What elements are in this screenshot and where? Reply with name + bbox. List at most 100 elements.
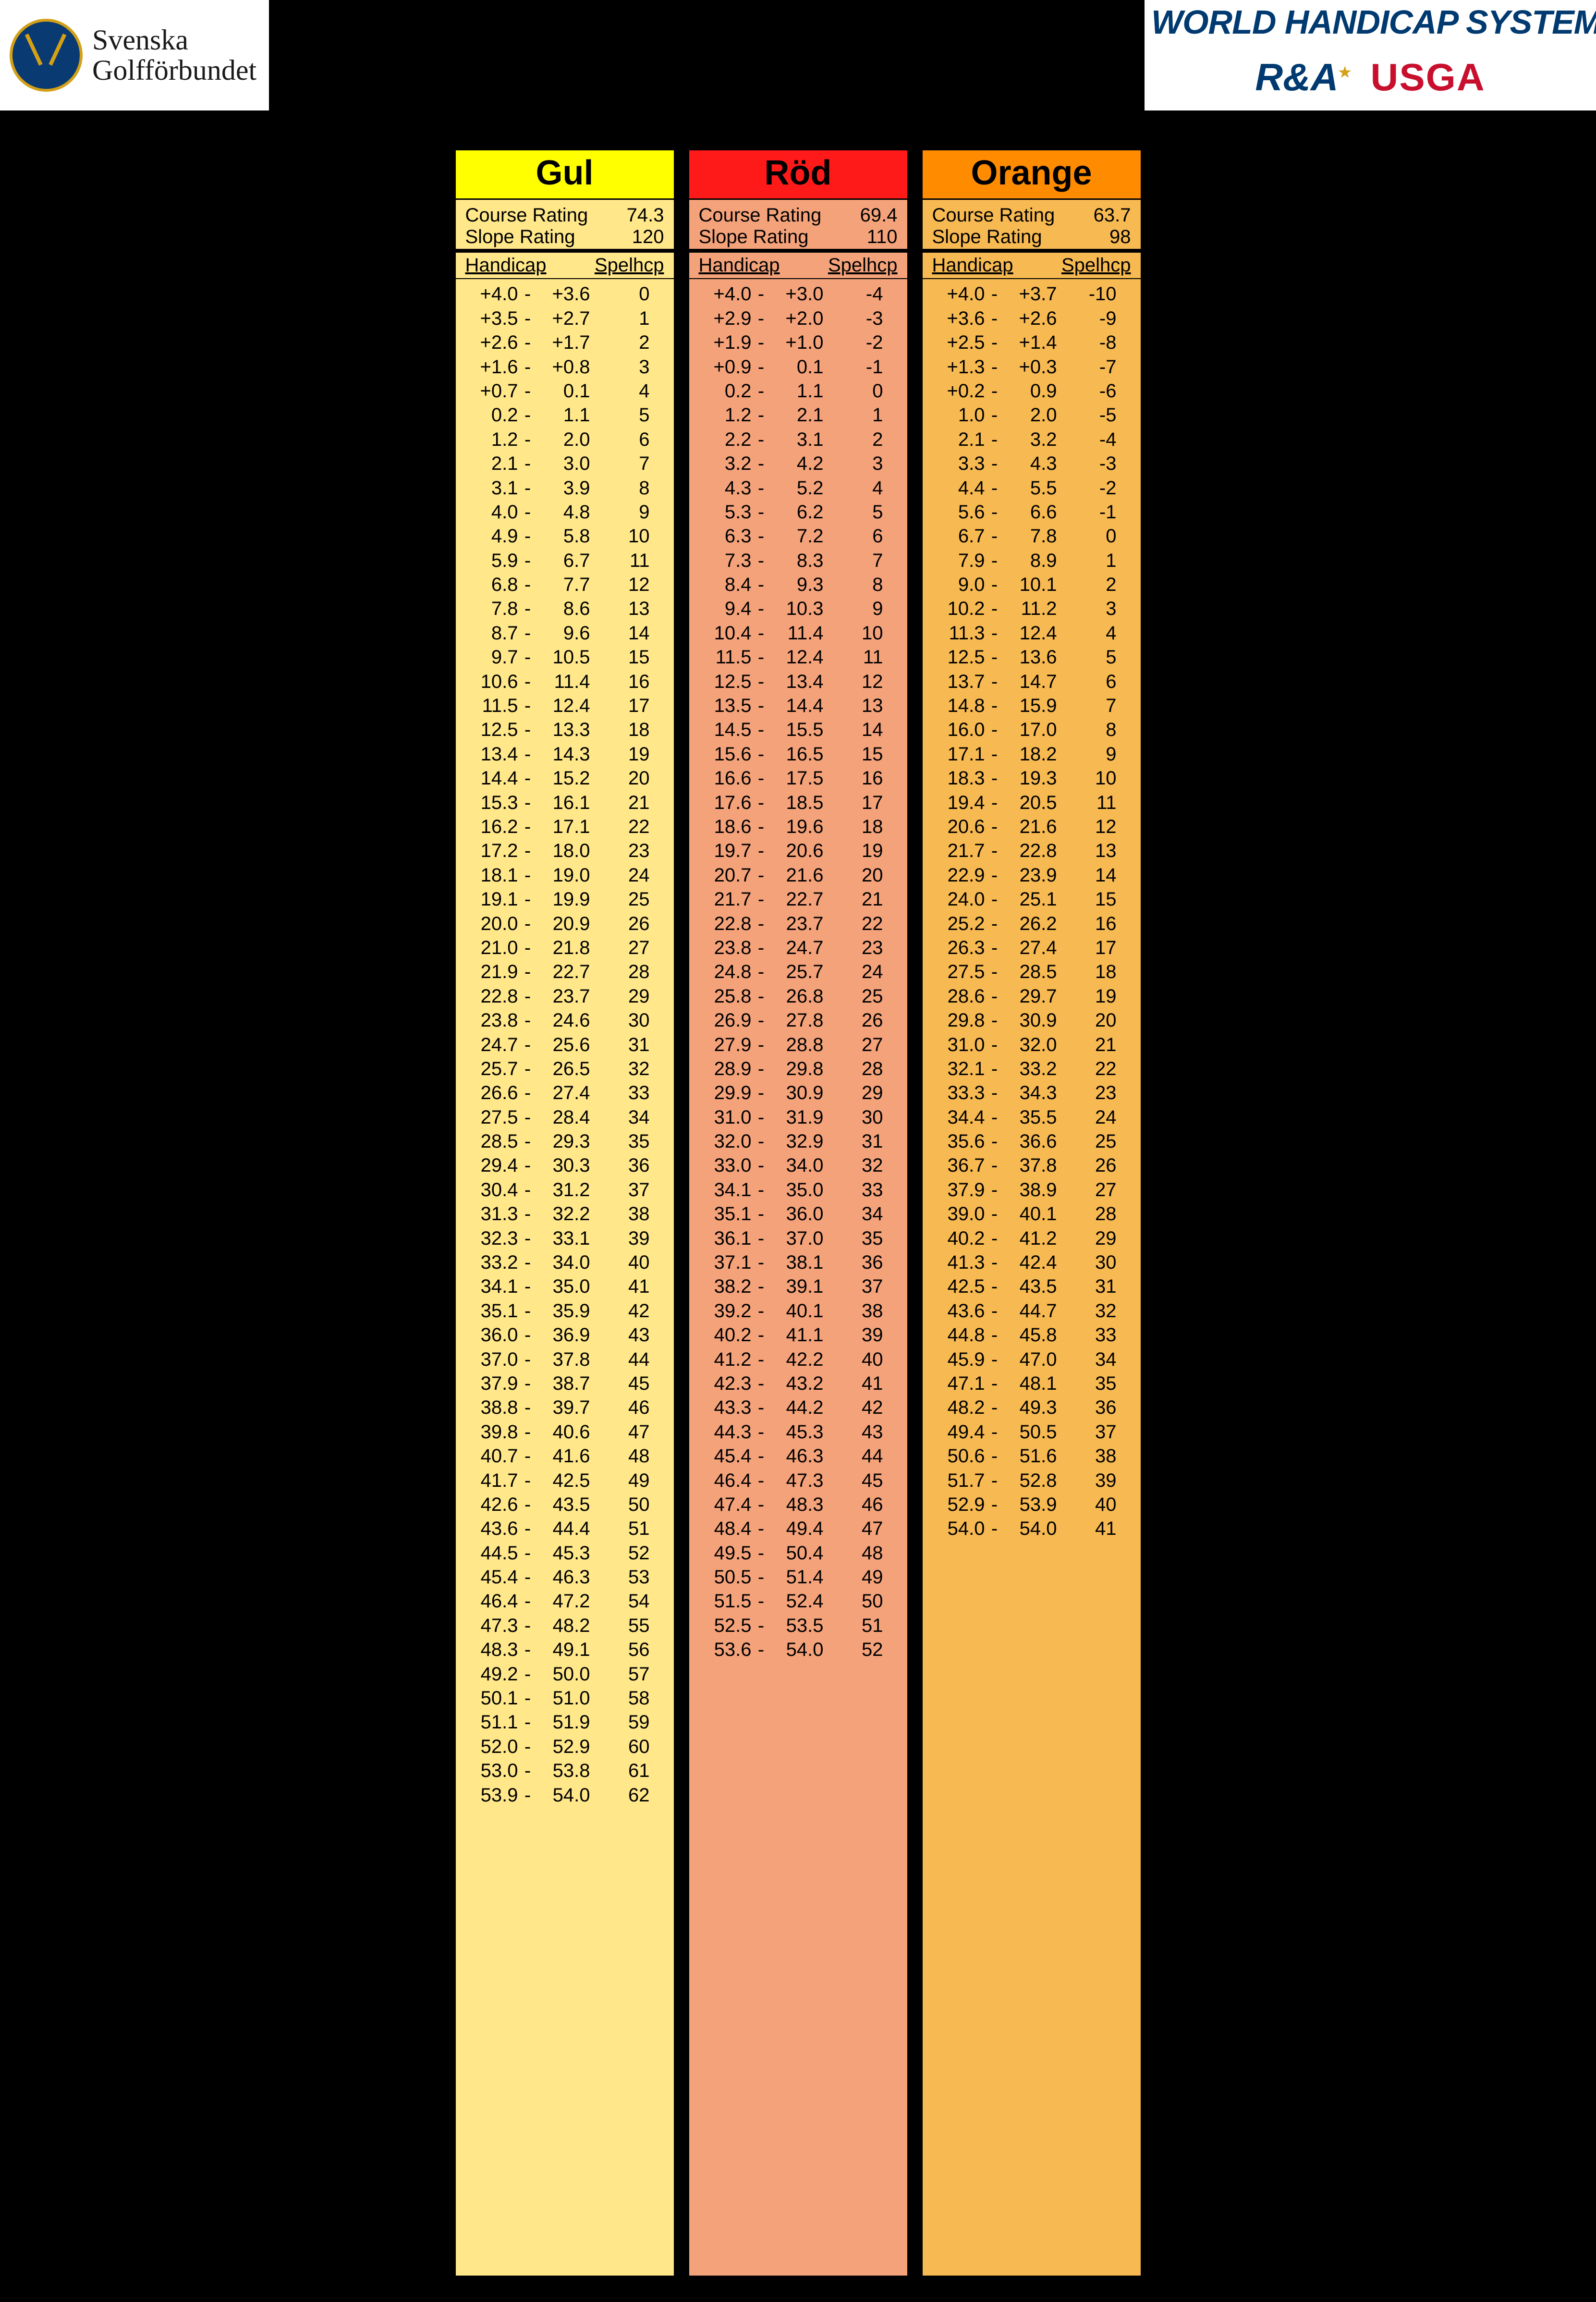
handicap-row: 24.8 - 25.7 24 <box>699 960 898 984</box>
spelhcp: 59 <box>590 1710 664 1734</box>
spelhcp: 9 <box>590 500 664 524</box>
hcp-hi: 40.6 <box>537 1420 590 1444</box>
hcp-dash: - <box>752 1299 771 1323</box>
handicap-row: 24.0 - 25.1 15 <box>932 887 1131 911</box>
hcp-lo: 18.1 <box>465 863 518 887</box>
hcp-hi: 20.6 <box>771 839 824 863</box>
spelhcp: 4 <box>824 476 898 500</box>
hcp-dash: - <box>518 1274 537 1298</box>
hcp-dash: - <box>752 1129 771 1153</box>
handicap-row: 43.6 - 44.4 51 <box>465 1517 664 1541</box>
handicap-row: 49.2 - 50.0 57 <box>465 1662 664 1686</box>
hcp-dash: - <box>518 1469 537 1493</box>
hcp-hi: 28.8 <box>771 1033 824 1057</box>
handicap-row: 47.3 - 48.2 55 <box>465 1614 664 1638</box>
spelhcp: 1 <box>590 306 664 331</box>
handicap-row: 26.6 - 27.4 33 <box>465 1081 664 1105</box>
hcp-dash: - <box>985 1299 1004 1323</box>
hcp-dash: - <box>518 452 537 476</box>
hcp-hi: 20.5 <box>1004 791 1057 815</box>
hcp-lo: 1.0 <box>932 403 985 427</box>
handicap-row: 22.8 - 23.7 29 <box>465 984 664 1008</box>
hcp-hi: 23.9 <box>1004 863 1057 887</box>
spelhcp: 29 <box>824 1081 898 1105</box>
hcp-lo: 3.3 <box>932 452 985 476</box>
hcp-dash: - <box>518 1638 537 1662</box>
handicap-row: 54.0 - 54.0 41 <box>932 1517 1131 1541</box>
spelhcp: 10 <box>824 621 898 645</box>
hcp-lo: 4.9 <box>465 524 518 548</box>
hcp-dash: - <box>518 1178 537 1202</box>
hcp-hi: 0.9 <box>1004 379 1057 403</box>
hcp-dash: - <box>752 379 771 403</box>
handicap-row: 4.3 - 5.2 4 <box>699 476 898 500</box>
hcp-lo: 27.5 <box>932 960 985 984</box>
hcp-hi: 16.5 <box>771 742 824 766</box>
hcp-dash: - <box>752 1081 771 1105</box>
hcp-dash: - <box>518 863 537 887</box>
spelhcp: 32 <box>1057 1299 1131 1323</box>
hcp-dash: - <box>985 645 1004 669</box>
hcp-lo: 43.6 <box>465 1517 518 1541</box>
hcp-lo: 52.0 <box>465 1735 518 1759</box>
hcp-hi: 47.2 <box>537 1589 590 1613</box>
spelhcp: 25 <box>1057 1129 1131 1153</box>
spelhcp: 22 <box>1057 1057 1131 1081</box>
spelhcp: -4 <box>1057 428 1131 452</box>
columns-container: Gul Course Rating 74.3 Slope Rating 120 … <box>454 149 1142 2277</box>
handicap-row: 32.0 - 32.9 31 <box>699 1129 898 1153</box>
course-rating-value: 63.7 <box>1094 205 1131 226</box>
handicap-row: +2.6 - +1.7 2 <box>465 331 664 355</box>
hcp-lo: 5.3 <box>699 500 752 524</box>
hcp-hi: 23.7 <box>537 984 590 1008</box>
hcp-lo: 32.3 <box>465 1226 518 1250</box>
spelhcp: 60 <box>590 1735 664 1759</box>
hcp-hi: 35.9 <box>537 1299 590 1323</box>
handicap-row: 23.8 - 24.6 30 <box>465 1008 664 1032</box>
spelhcp: 36 <box>590 1153 664 1177</box>
hcp-lo: 3.1 <box>465 476 518 500</box>
handicap-row: 52.9 - 53.9 40 <box>932 1493 1131 1517</box>
hcp-dash: - <box>985 403 1004 427</box>
handicap-row: +1.3 - +0.3 -7 <box>932 355 1131 379</box>
hcp-lo: 44.8 <box>932 1323 985 1347</box>
hcp-lo: 45.4 <box>699 1444 752 1468</box>
hcp-hi: 13.4 <box>771 670 824 694</box>
hcp-dash: - <box>752 1638 771 1662</box>
hcp-lo: 35.1 <box>465 1299 518 1323</box>
hcp-hi: 31.9 <box>771 1105 824 1129</box>
spelhcp: 43 <box>590 1323 664 1347</box>
hcp-lo: 47.1 <box>932 1371 985 1396</box>
handicap-row: 14.8 - 15.9 7 <box>932 694 1131 718</box>
spelhcp: 37 <box>824 1274 898 1298</box>
hcp-hi: +1.0 <box>771 331 824 355</box>
hcp-dash: - <box>985 742 1004 766</box>
spelhcp: 46 <box>824 1493 898 1517</box>
hcp-hi: 15.9 <box>1004 694 1057 718</box>
hcp-dash: - <box>752 1444 771 1468</box>
hcp-dash: - <box>985 524 1004 548</box>
whs-logo-block: WORLD HANDICAP SYSTEM R&A★ USGA <box>1145 0 1596 110</box>
spelhcp: -2 <box>824 331 898 355</box>
hcp-dash: - <box>518 1783 537 1807</box>
hcp-hi: 26.8 <box>771 984 824 1008</box>
hcp-dash: - <box>518 379 537 403</box>
hcp-dash: - <box>518 694 537 718</box>
handicap-row: 4.9 - 5.8 10 <box>465 524 664 548</box>
hcp-hi: 12.4 <box>771 645 824 669</box>
hcp-hi: 53.9 <box>1004 1493 1057 1517</box>
spelhcp: 39 <box>1057 1469 1131 1493</box>
spelhcp: 34 <box>824 1202 898 1226</box>
hcp-lo: 50.1 <box>465 1686 518 1710</box>
hcp-lo: 54.0 <box>932 1517 985 1541</box>
hcp-hi: 47.3 <box>771 1469 824 1493</box>
hcp-hi: 45.8 <box>1004 1323 1057 1347</box>
handicap-row: 42.3 - 43.2 41 <box>699 1371 898 1396</box>
slope-rating-label: Slope Rating <box>932 226 1042 248</box>
handicap-row: 39.8 - 40.6 47 <box>465 1420 664 1444</box>
hcp-hi: 11.2 <box>1004 597 1057 621</box>
hcp-lo: 38.8 <box>465 1396 518 1420</box>
handicap-row: 19.1 - 19.9 25 <box>465 887 664 911</box>
handicap-row: 22.9 - 23.9 14 <box>932 863 1131 887</box>
spelhcp: 5 <box>590 403 664 427</box>
